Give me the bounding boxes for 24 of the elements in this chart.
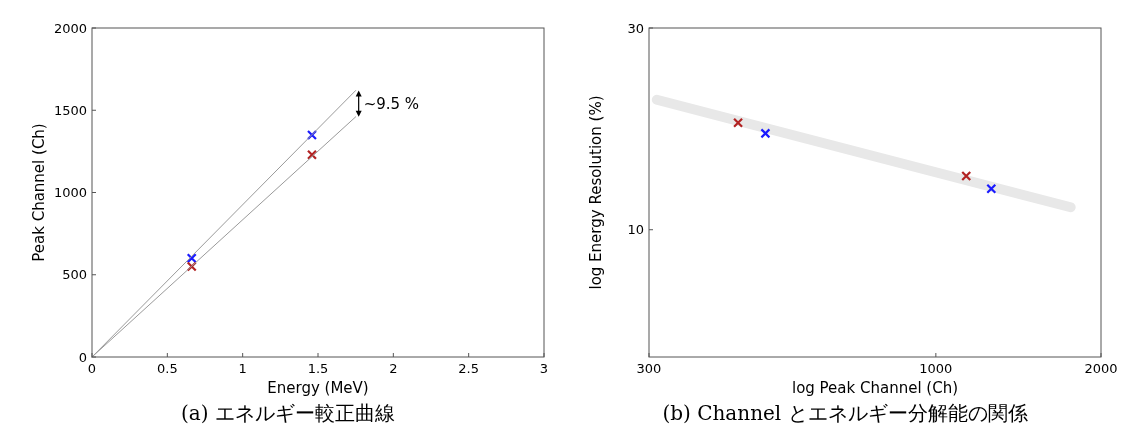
x-tick-label: 2000 bbox=[1084, 361, 1118, 376]
y-tick-label: 1500 bbox=[53, 102, 87, 118]
text: (a) エネルギー較正曲線 bbox=[181, 401, 395, 425]
y-tick-label: 1000 bbox=[53, 185, 87, 201]
y-tick-label: 30 bbox=[627, 20, 644, 36]
annotation: ~9.5 % bbox=[363, 94, 420, 113]
x-tick-label: 1000 bbox=[919, 361, 953, 376]
y-axis-title: log Energy Resolution (%) bbox=[587, 95, 605, 290]
x-tick-label: 2.5 bbox=[458, 361, 480, 376]
x-axis-title: Energy (MeV) bbox=[267, 379, 369, 397]
x-tick-label: 3 bbox=[539, 361, 549, 376]
x-axis-title: log Peak Channel (Ch) bbox=[791, 379, 959, 397]
y-tick-label: 0 bbox=[78, 349, 87, 365]
y-tick-label: 10 bbox=[627, 222, 644, 238]
x-tick-label: 0 bbox=[87, 361, 97, 376]
x-tick-label: 2 bbox=[389, 361, 398, 376]
y-tick-label: 2000 bbox=[53, 20, 87, 36]
text: (b) Channel とエネルギー分解能の関係 bbox=[662, 401, 1028, 425]
y-axis-title: Peak Channel (Ch) bbox=[30, 123, 48, 262]
y-tick-label: 500 bbox=[62, 267, 87, 283]
x-tick-label: 1 bbox=[238, 361, 247, 376]
x-tick-label: 300 bbox=[636, 361, 662, 376]
x-tick-label: 0.5 bbox=[156, 361, 178, 376]
x-tick-label: 1.5 bbox=[307, 361, 329, 376]
